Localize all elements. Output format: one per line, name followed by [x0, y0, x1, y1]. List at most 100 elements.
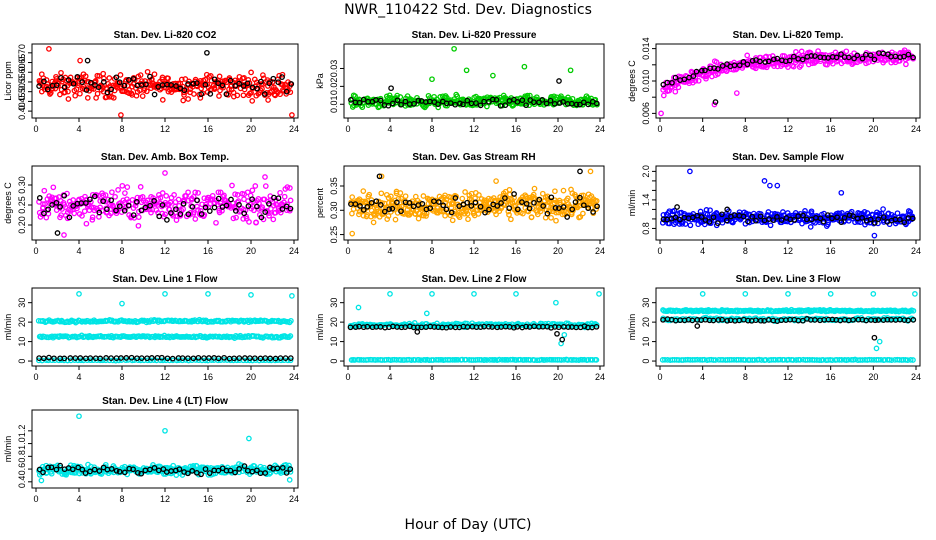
- x-tick-label: 24: [911, 372, 921, 382]
- x-tick-label: 0: [345, 124, 350, 134]
- data-point: [867, 216, 874, 223]
- y-tick-label: 1.0: [17, 437, 27, 450]
- data-point: [457, 100, 463, 107]
- data-point: [429, 76, 435, 83]
- data-point: [228, 196, 234, 203]
- data-point: [118, 355, 124, 361]
- data-point: [694, 356, 701, 363]
- data-point: [94, 90, 101, 97]
- data-point: [265, 97, 271, 103]
- data-point: [248, 292, 254, 298]
- x-tick-label: 16: [826, 124, 836, 134]
- data-point: [547, 97, 554, 104]
- data-point: [493, 178, 499, 184]
- data-point: [690, 73, 697, 79]
- y-tick-label: 20: [17, 317, 27, 327]
- data-point: [279, 71, 286, 78]
- data-point: [443, 206, 450, 213]
- chart-title: Stan. Dev. Line 2 Flow: [422, 274, 527, 285]
- x-tick-label: 16: [511, 246, 521, 256]
- data-point: [87, 468, 93, 475]
- data-point: [692, 78, 699, 84]
- data-point: [77, 57, 83, 64]
- data-point: [411, 100, 417, 107]
- data-point: [493, 96, 500, 103]
- data-point: [560, 204, 567, 210]
- data-point: [740, 59, 747, 65]
- y-tick-label: 0.55: [17, 73, 27, 91]
- data-point: [850, 213, 856, 219]
- y-tick-label: 1.4: [641, 194, 651, 207]
- data-point: [157, 195, 164, 201]
- data-point: [227, 77, 234, 84]
- data-point: [761, 178, 768, 184]
- data-point: [429, 291, 435, 297]
- data-point: [104, 89, 111, 96]
- x-tick-label: 4: [387, 124, 392, 134]
- data-point: [850, 316, 856, 323]
- data-point: [694, 323, 701, 329]
- data-points: [659, 291, 918, 363]
- x-tick-label: 0: [657, 372, 662, 382]
- data-point: [69, 466, 76, 473]
- data-point: [142, 204, 149, 211]
- data-point: [45, 357, 52, 364]
- data-point: [57, 203, 63, 210]
- data-point: [569, 206, 576, 213]
- series-raw-mid: [36, 332, 294, 341]
- y-tick-label: 0.25: [329, 226, 339, 244]
- data-point: [820, 218, 827, 225]
- data-point: [151, 71, 158, 78]
- data-point: [216, 93, 222, 99]
- data-point: [829, 215, 835, 222]
- data-point: [185, 470, 191, 477]
- data-point: [201, 212, 208, 218]
- data-point: [202, 81, 209, 88]
- data-point: [209, 192, 216, 199]
- x-tick-label: 8: [429, 246, 434, 256]
- data-point: [567, 67, 574, 74]
- data-point: [388, 85, 394, 92]
- data-point: [36, 195, 43, 201]
- data-point: [477, 203, 484, 210]
- data-point: [385, 213, 392, 219]
- y-tick-label: 0.4: [17, 476, 27, 489]
- data-points: [36, 46, 295, 118]
- data-point: [482, 209, 488, 216]
- data-point: [46, 46, 52, 52]
- data-point: [236, 355, 243, 361]
- data-point: [177, 211, 184, 217]
- data-point: [483, 357, 490, 363]
- data-point: [198, 211, 205, 217]
- data-point: [397, 94, 404, 100]
- data-point: [531, 99, 537, 106]
- data-point: [812, 53, 818, 59]
- data-point: [386, 206, 393, 213]
- data-point: [573, 101, 580, 108]
- data-point: [577, 194, 583, 201]
- data-point: [88, 199, 94, 205]
- data-point: [252, 183, 259, 189]
- data-point: [901, 53, 907, 60]
- data-point: [169, 355, 176, 362]
- data-point: [97, 355, 104, 362]
- data-point: [753, 217, 759, 224]
- data-point: [128, 354, 135, 361]
- data-point: [859, 215, 865, 221]
- x-tick-label: 16: [511, 124, 521, 134]
- data-point: [45, 206, 51, 213]
- data-point: [232, 469, 238, 476]
- data-point: [348, 97, 354, 103]
- data-point: [119, 182, 126, 189]
- data-point: [698, 214, 705, 220]
- data-point: [279, 464, 286, 471]
- x-tick-label: 12: [783, 246, 793, 256]
- data-point: [902, 357, 909, 363]
- data-point: [752, 65, 759, 72]
- data-point: [451, 45, 457, 52]
- data-point: [70, 197, 77, 203]
- y-axis-label: ml/min: [3, 314, 13, 341]
- data-point: [288, 317, 294, 324]
- x-tick-label: 0: [33, 372, 38, 382]
- data-point: [230, 215, 237, 222]
